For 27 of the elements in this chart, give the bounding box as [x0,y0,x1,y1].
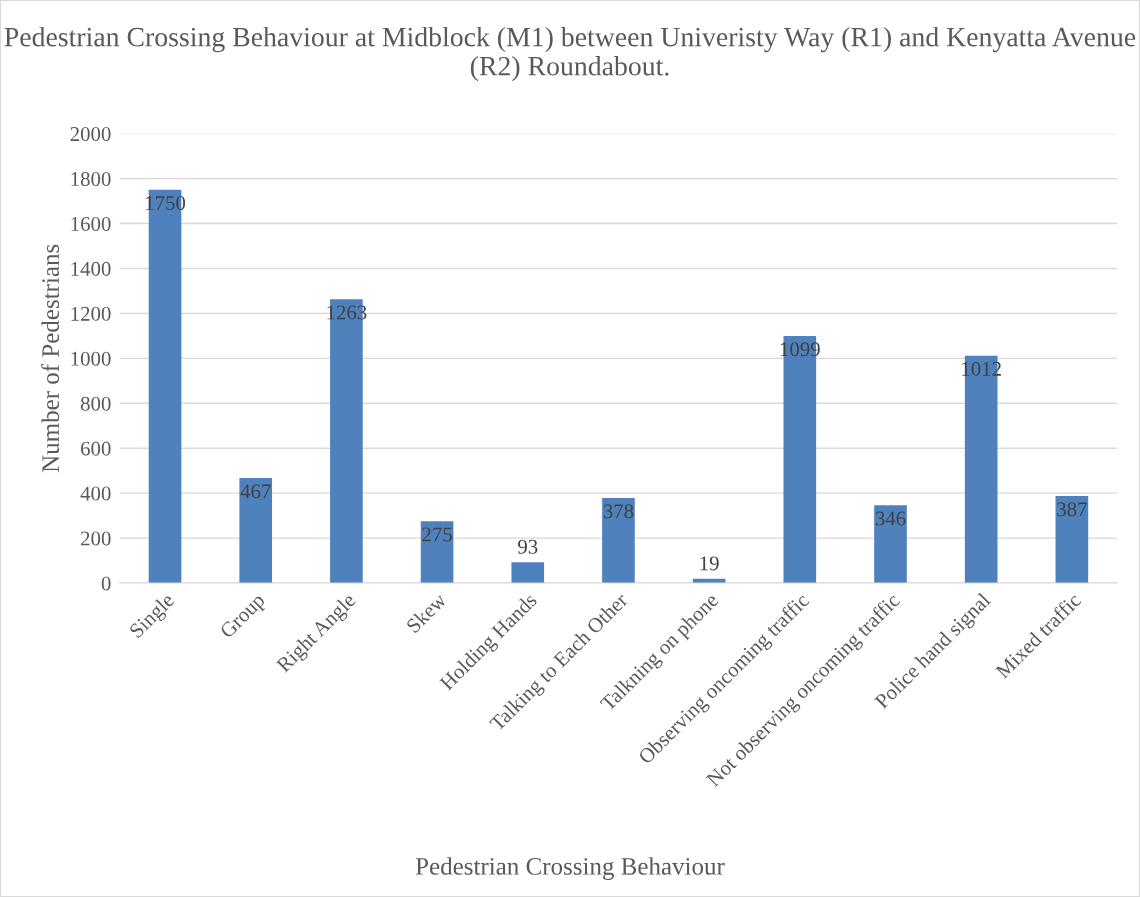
bar [1055,496,1089,584]
bar [420,521,454,584]
y-tick-label: 1000 [71,351,111,366]
x-axis-title: Pedestrian Crossing Behaviour [415,857,725,880]
data-label: 378 [603,504,634,519]
chart-title: Pedestrian Crossing Behaviour at Midblock (M1) between Univeristy Way (R1) and Kenyatta Avenue (R2) Roundabout. [4,26,1136,82]
data-label: 387 [1057,502,1087,517]
y-tick-label: 400 [80,486,111,501]
data-label: 19 [700,556,719,571]
y-tick-label: 800 [80,396,111,411]
y-tick-label: 1400 [71,261,111,276]
data-label: 467 [240,484,271,499]
data-label: 346 [875,511,906,526]
y-tick-label: 0 [101,576,111,591]
bar [239,478,273,584]
y-tick-label: 1200 [71,306,111,321]
data-label: 275 [422,527,452,542]
bar [602,498,635,584]
y-tick-label: 200 [81,531,111,546]
y-tick-label: 600 [81,441,111,456]
y-tick-label: 1600 [71,216,111,231]
bar [511,562,545,584]
y-axis-title: Number of Pedestrians [41,244,60,473]
y-tick-label: 1800 [71,171,111,187]
data-label: 93 [518,539,538,554]
bar [874,505,907,584]
y-tick-label: 2000 [70,127,111,142]
